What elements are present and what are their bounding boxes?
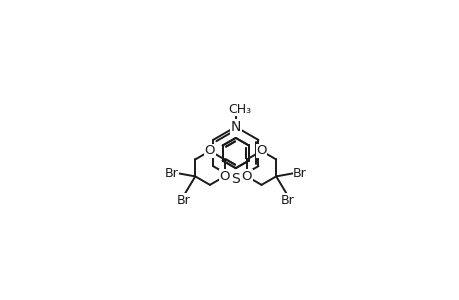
Text: O: O: [256, 145, 266, 158]
Text: O: O: [204, 145, 215, 158]
Text: Br: Br: [176, 194, 190, 207]
Text: CH₃: CH₃: [228, 103, 251, 116]
Text: N: N: [230, 120, 241, 134]
Text: S: S: [231, 172, 240, 186]
Text: O: O: [219, 170, 230, 183]
Text: Br: Br: [164, 167, 178, 180]
Text: Br: Br: [280, 194, 294, 207]
Text: O: O: [241, 170, 252, 183]
Text: Br: Br: [292, 167, 306, 180]
